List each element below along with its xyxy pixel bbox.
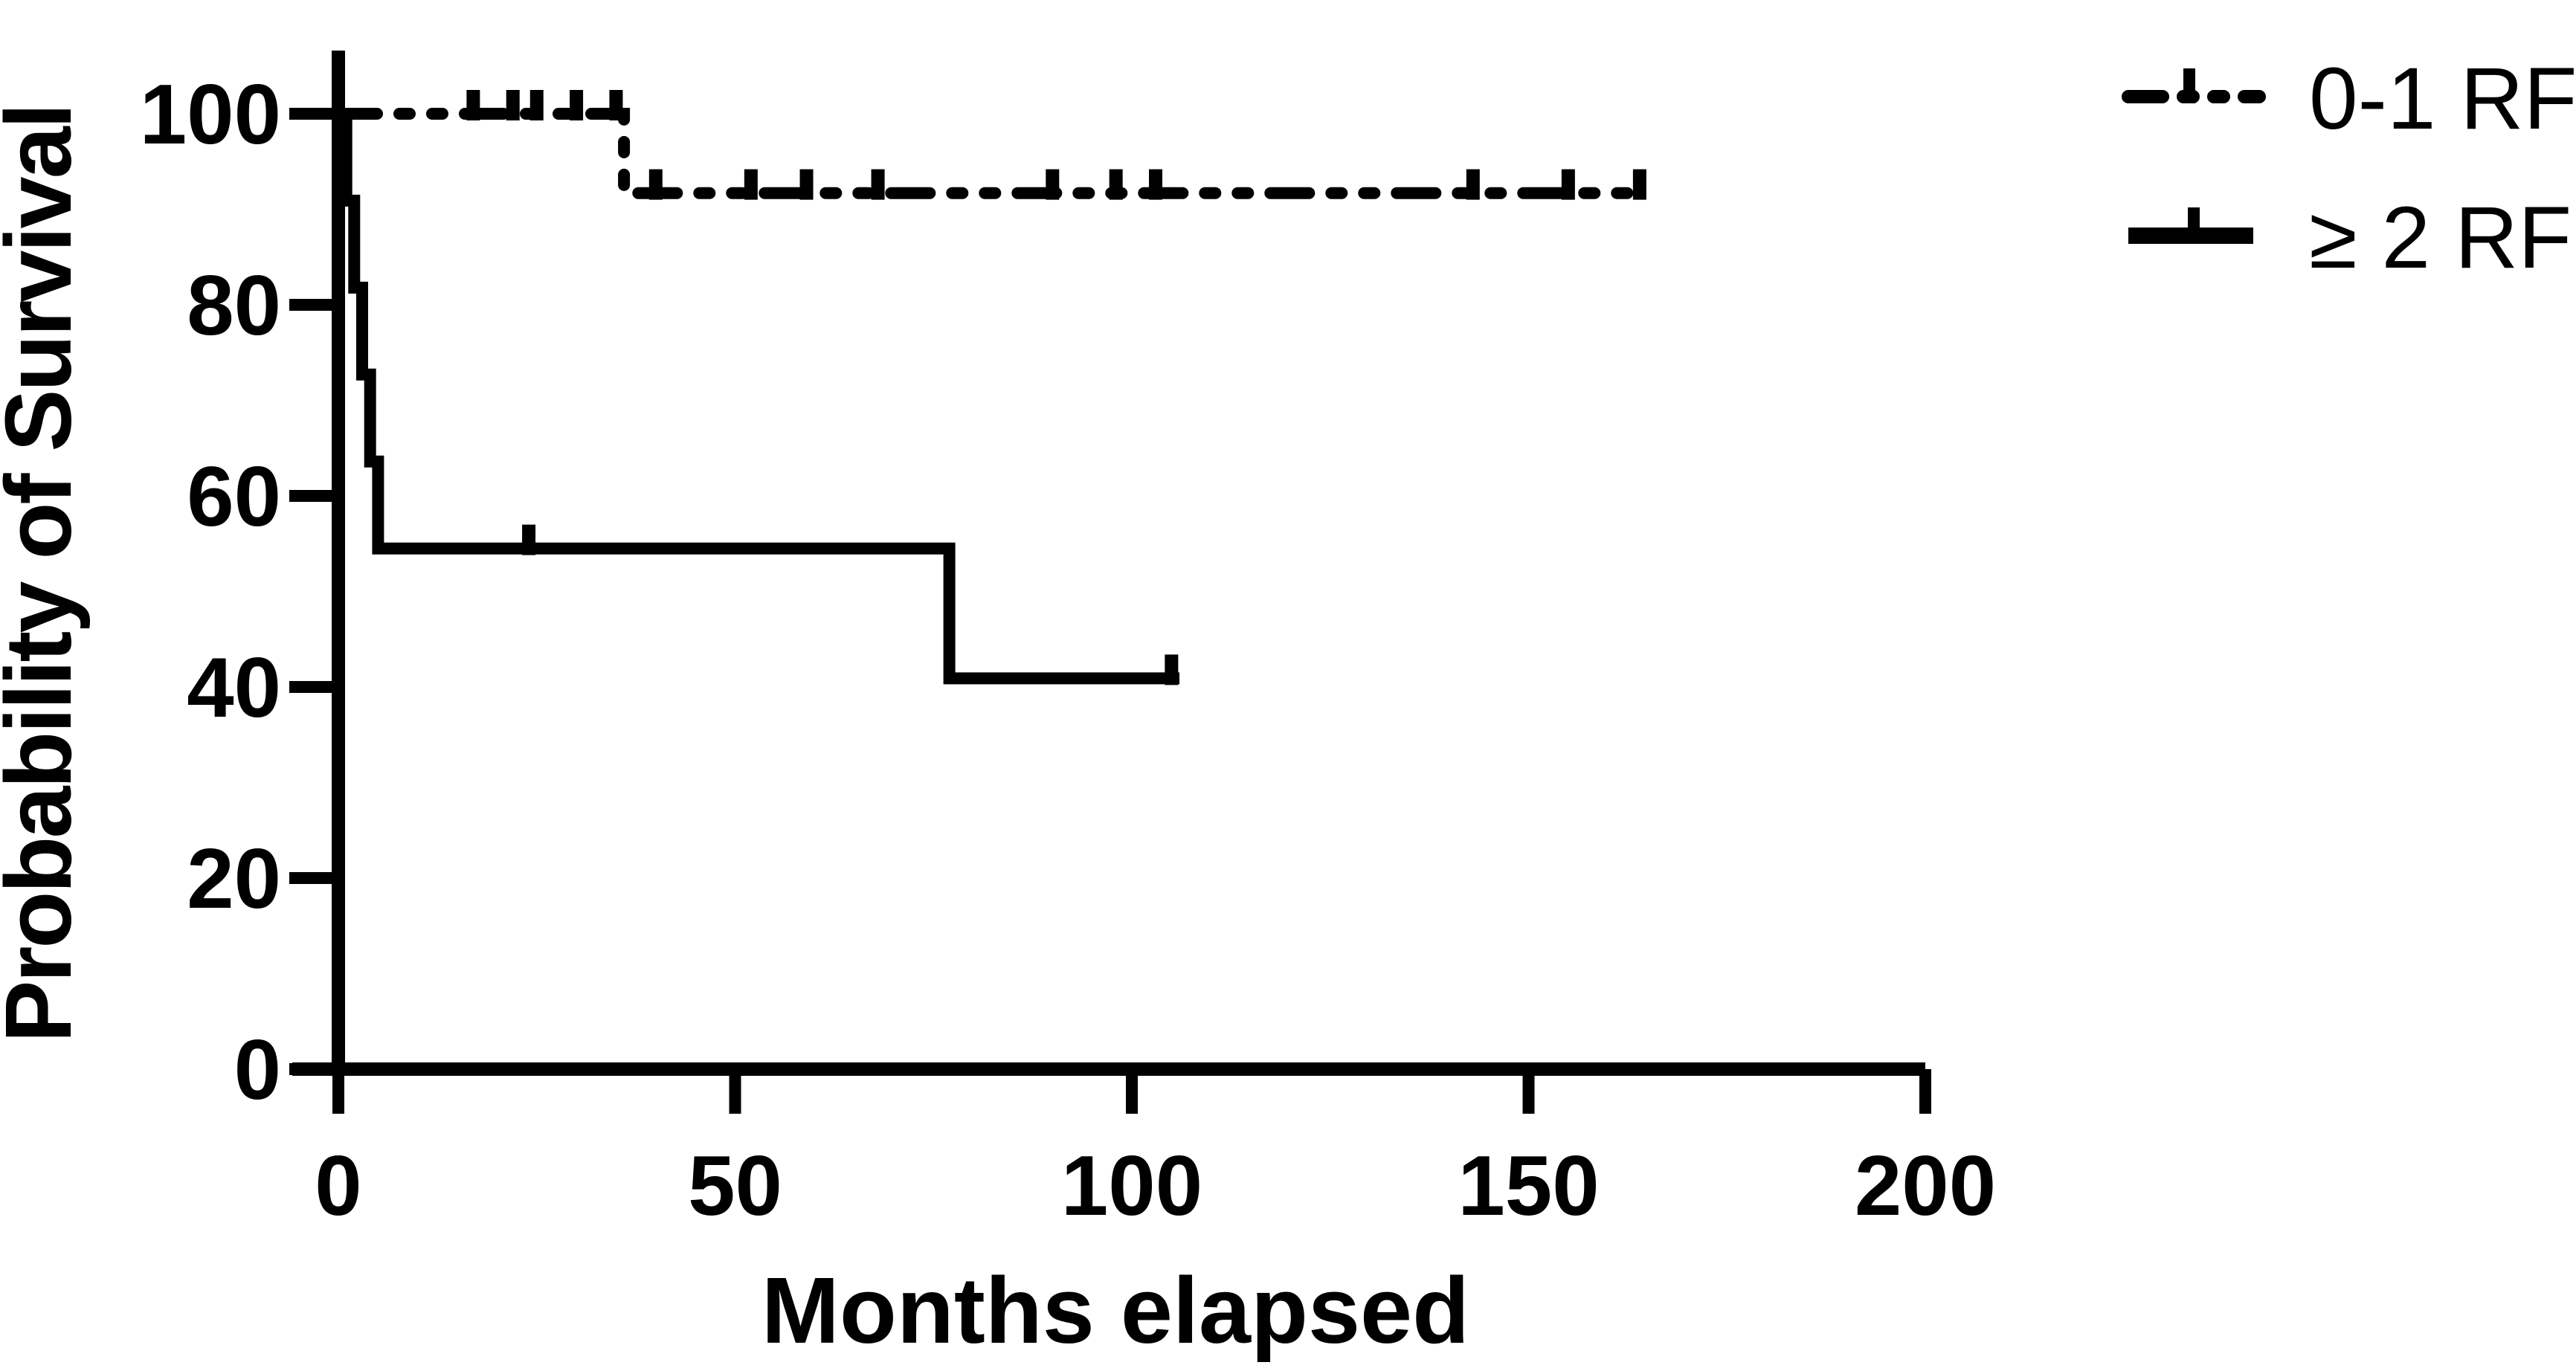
y-tick-label: 0 (234, 1023, 281, 1117)
x-axis-title: Months elapsed (761, 1258, 1469, 1363)
x-tick-label: 200 (1855, 1139, 1996, 1233)
y-tick-label: 100 (140, 68, 281, 162)
series-0-1-rf (332, 90, 1654, 200)
axes: 0 20 40 60 80 100 0 50 100 150 200 (140, 51, 1996, 1233)
legend-item: 0-1 RF (2122, 50, 2576, 148)
y-axis-title: Probability of Survival (0, 105, 91, 1042)
km-curve-ge-2-rf (338, 108, 1179, 685)
y-tick-label: 20 (187, 832, 281, 926)
legend-item-label: 0-1 RF (2309, 50, 2576, 148)
x-tick-label: 50 (688, 1139, 782, 1233)
x-tick-label: 0 (315, 1139, 361, 1233)
legend-item-label: ≥ 2 RF (2309, 189, 2572, 287)
legend-item: ≥ 2 RF (2128, 189, 2572, 287)
legend: 0-1 RF ≥ 2 RF (2122, 50, 2576, 287)
series-ge-2-rf (338, 108, 1179, 685)
y-tick-label: 40 (187, 641, 281, 735)
x-tick-label: 150 (1458, 1139, 1599, 1233)
km-curve-0-1-rf (332, 108, 1654, 199)
y-tick-label: 60 (187, 450, 281, 544)
y-tick-label: 80 (187, 259, 281, 353)
x-tick-label: 100 (1061, 1139, 1202, 1233)
